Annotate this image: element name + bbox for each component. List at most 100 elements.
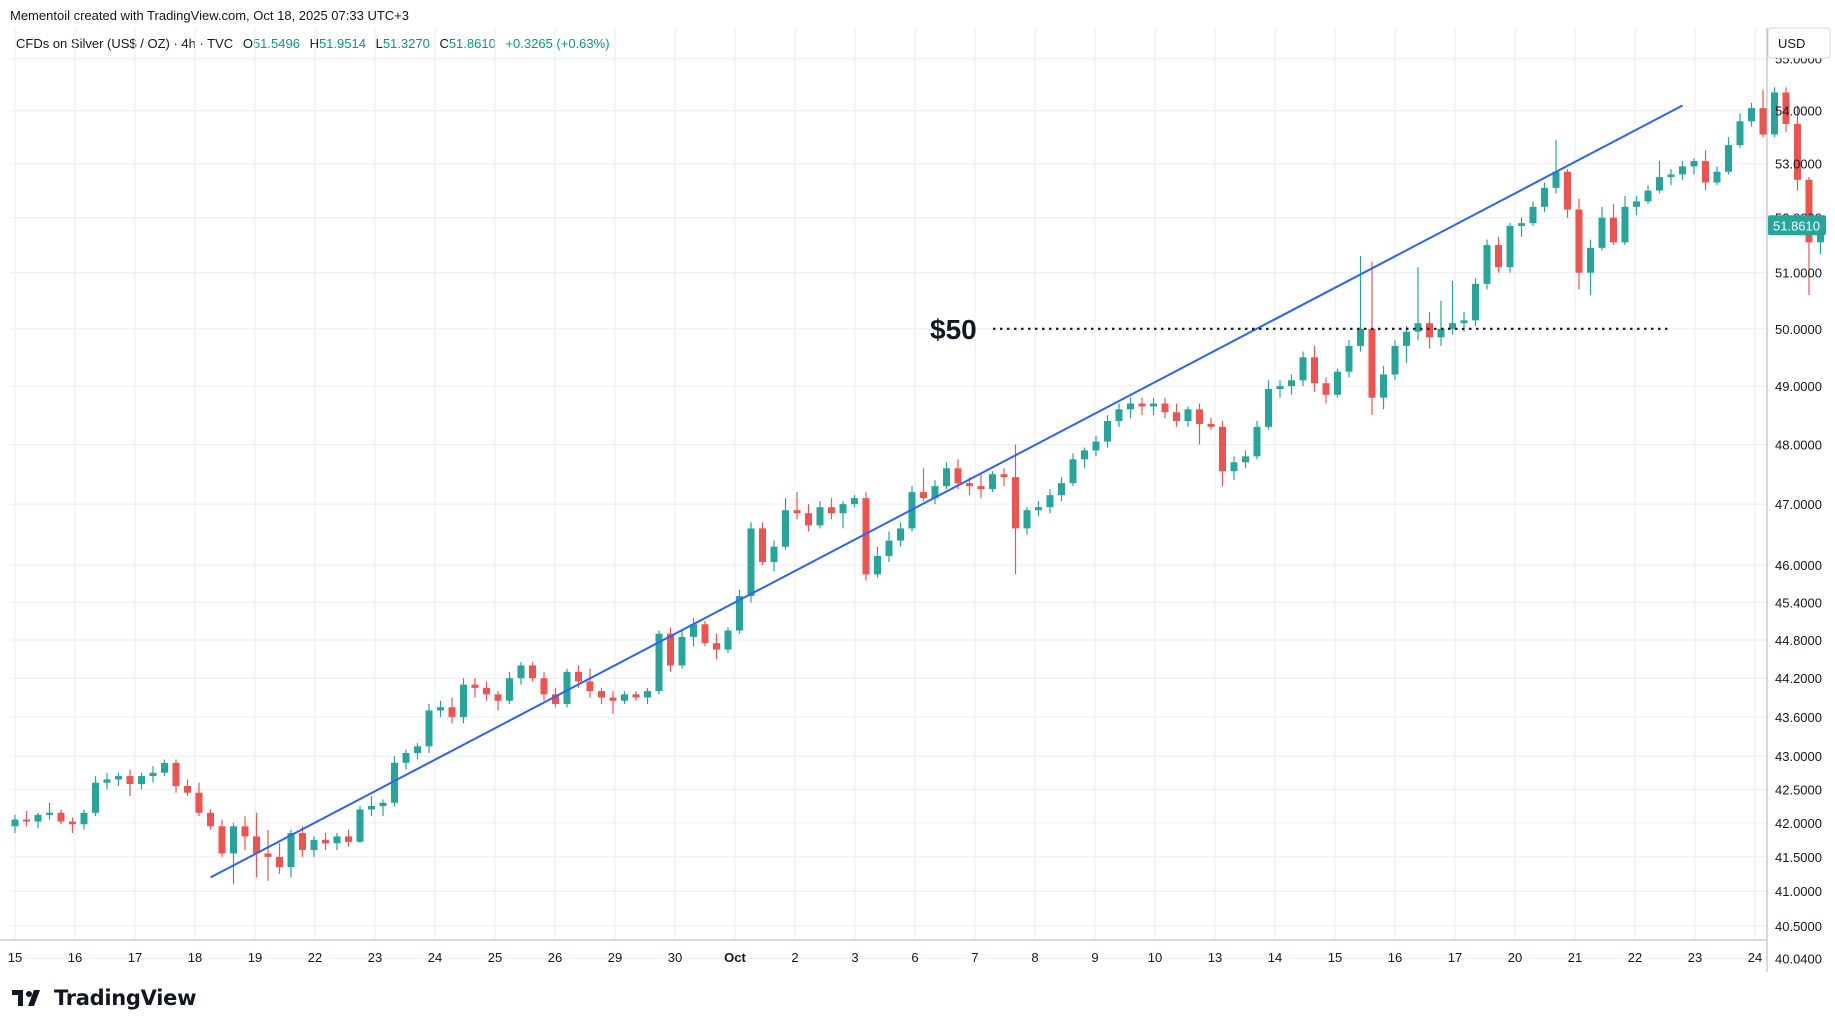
candle — [529, 662, 536, 682]
candle-body — [1759, 108, 1767, 135]
candle-body — [161, 762, 168, 773]
candle-body — [1633, 201, 1640, 207]
candle-body — [264, 853, 272, 857]
candle-body — [1460, 320, 1468, 324]
candle-body — [391, 762, 398, 803]
candle — [1345, 340, 1353, 378]
candle-body — [1173, 412, 1180, 421]
candle — [1288, 374, 1295, 395]
candle-body — [69, 821, 76, 825]
candle-body — [1081, 450, 1088, 460]
candle — [115, 772, 122, 787]
candle — [1529, 201, 1537, 226]
candle — [644, 687, 651, 704]
time-tick-label: 16 — [68, 950, 82, 965]
candle — [598, 687, 605, 704]
candle-body — [241, 826, 249, 837]
candle-body — [494, 694, 502, 701]
price-tick-label: 45.4000 — [1775, 595, 1822, 610]
candle — [1633, 195, 1640, 215]
candle — [264, 829, 272, 881]
candle-body — [724, 630, 732, 650]
candle — [1782, 87, 1790, 132]
candle — [770, 540, 778, 572]
price-tick-label: 40.5000 — [1775, 919, 1822, 934]
candle-body — [552, 694, 559, 704]
tradingview-logo[interactable]: TradingView — [12, 986, 196, 1010]
candle-body — [1552, 171, 1560, 188]
candle — [1104, 415, 1111, 448]
candle-body — [1564, 171, 1571, 210]
price-tick-label: 41.5000 — [1775, 850, 1822, 865]
time-tick-label: 22 — [1628, 950, 1642, 965]
candle-body — [230, 826, 237, 854]
candle — [57, 809, 65, 825]
candle-body — [437, 707, 444, 711]
candle-body — [1253, 426, 1261, 457]
candle-body — [1598, 217, 1606, 248]
candle-body — [1437, 328, 1445, 338]
candle — [172, 759, 180, 793]
candle — [1035, 501, 1042, 517]
candle — [782, 498, 789, 550]
candle — [1357, 256, 1364, 352]
candle — [1242, 450, 1249, 469]
price-tick-label: 48.0000 — [1775, 438, 1822, 453]
price-tick-label: 40.0400 — [1775, 951, 1822, 966]
trendline[interactable] — [210, 104, 1683, 879]
candle — [368, 796, 375, 817]
candle-body — [368, 806, 375, 810]
candle — [1311, 345, 1318, 392]
candle-body — [954, 468, 962, 484]
candle-body — [126, 776, 134, 785]
candle-body — [1150, 403, 1157, 407]
candle-body — [1046, 495, 1054, 508]
price-tick-label: 43.6000 — [1775, 710, 1822, 725]
price-tick-label: 43.0000 — [1775, 749, 1822, 764]
candle-body — [851, 498, 858, 505]
candle — [483, 681, 490, 701]
candle — [621, 691, 628, 704]
candle — [1552, 139, 1560, 194]
candle-body — [862, 498, 870, 575]
candle-body — [46, 812, 53, 815]
price-tick-label: 42.0000 — [1775, 816, 1822, 831]
currency-badge[interactable]: USD — [1767, 27, 1831, 59]
candle — [1391, 340, 1399, 381]
candle — [11, 814, 19, 834]
candle — [333, 833, 341, 851]
candle-body — [1587, 247, 1594, 273]
candle-body — [839, 504, 847, 514]
candle-body — [1771, 92, 1778, 135]
brand-name: TradingView — [54, 986, 197, 1010]
candle-body — [586, 681, 594, 692]
candle — [736, 589, 743, 634]
candle-body — [1621, 206, 1629, 243]
candle — [805, 504, 812, 532]
candle — [989, 471, 996, 493]
candle-body — [333, 836, 341, 844]
low-value: 51.3270 — [382, 36, 430, 51]
candle — [1161, 397, 1169, 419]
candle — [954, 459, 962, 490]
candle — [586, 668, 594, 698]
candle — [977, 474, 985, 499]
price-tick-label: 49.0000 — [1775, 379, 1822, 394]
time-tick-label: 2 — [791, 950, 798, 965]
candle — [885, 531, 893, 563]
candle — [1253, 420, 1261, 460]
candle-body — [1690, 161, 1698, 167]
candle — [425, 703, 433, 753]
candle — [1414, 267, 1422, 341]
candle-body — [1207, 423, 1215, 427]
candle-body — [1196, 409, 1203, 424]
candle-body — [1805, 179, 1813, 243]
candle-body — [897, 528, 904, 541]
candle-body — [540, 678, 548, 695]
candle-body — [1472, 283, 1479, 321]
candle — [506, 671, 513, 704]
candle-body — [1541, 187, 1548, 207]
time-tick-label: 10 — [1148, 950, 1162, 965]
candle — [828, 498, 835, 520]
